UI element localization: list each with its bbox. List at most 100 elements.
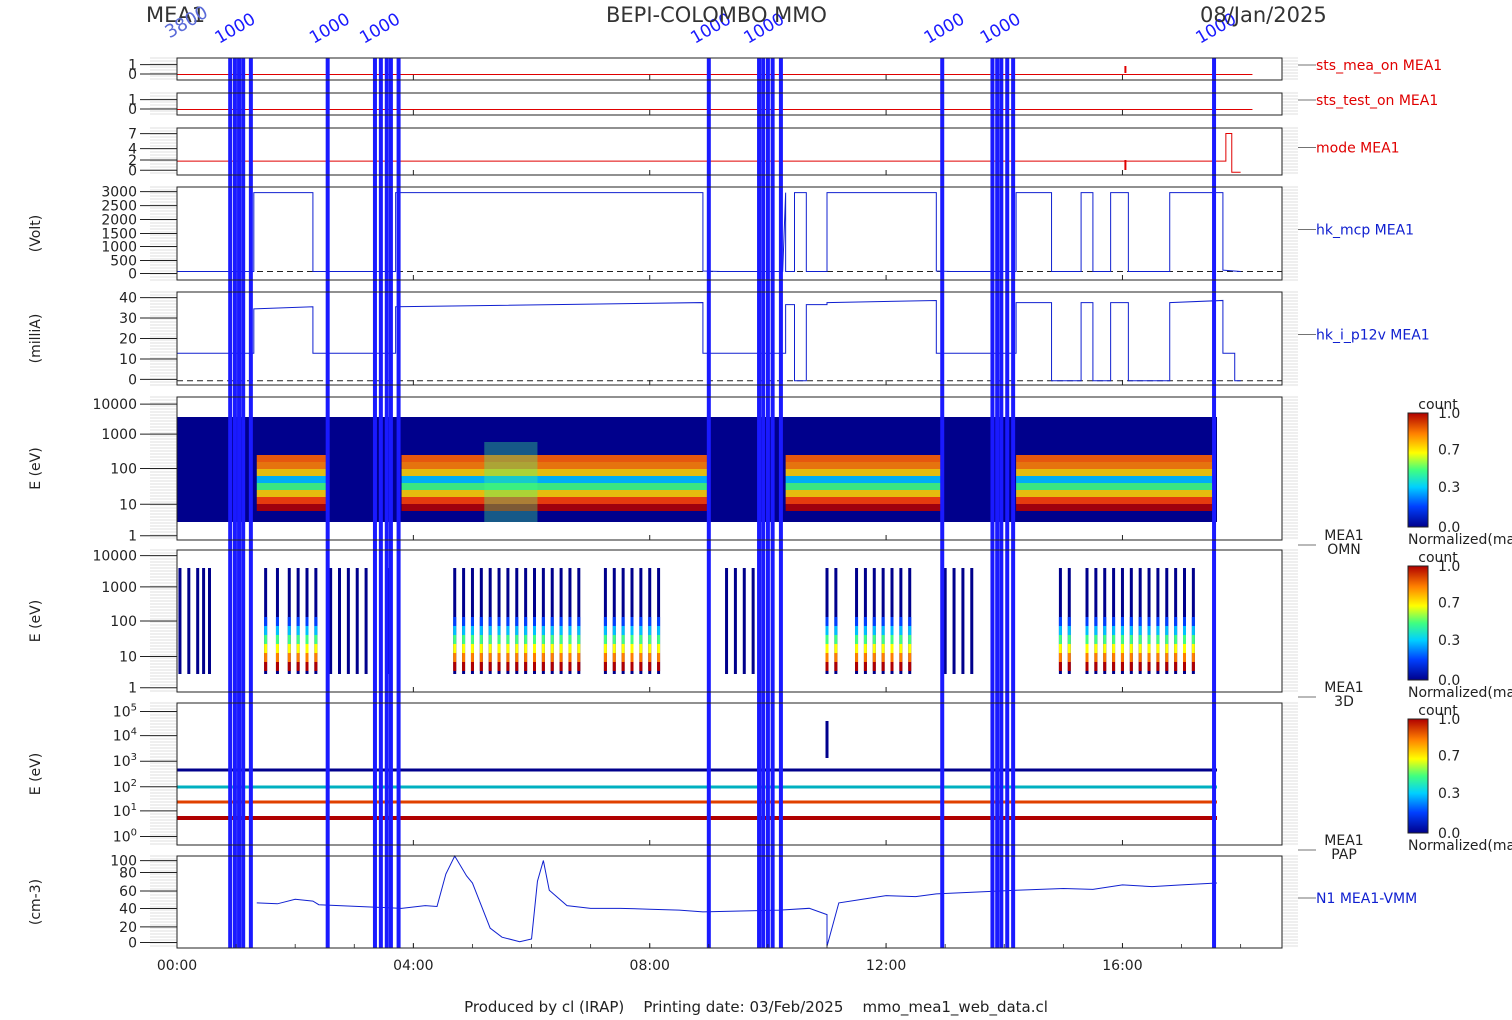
spectrum-cell bbox=[559, 653, 563, 662]
panel-frame bbox=[176, 549, 1283, 693]
event-marker bbox=[396, 58, 401, 948]
event-marker bbox=[757, 58, 762, 948]
spectrum-cell bbox=[890, 662, 894, 671]
colorbar-tick-label: 0.0 bbox=[1438, 520, 1460, 536]
spectrum-cell bbox=[515, 635, 519, 644]
spectrum-cell bbox=[1112, 653, 1116, 662]
spectrum-cell bbox=[863, 644, 867, 653]
spectrum-cell bbox=[1067, 635, 1071, 644]
spectrum-cell bbox=[1094, 653, 1098, 662]
spectrum-cell bbox=[872, 662, 876, 671]
spectrum-cell bbox=[1191, 617, 1195, 626]
spectrum-cell bbox=[541, 635, 545, 644]
spectrum-cell bbox=[648, 635, 652, 644]
spectrum-cell bbox=[863, 617, 867, 626]
spectrum-cell bbox=[1138, 662, 1142, 671]
spectrum-cell bbox=[1129, 617, 1133, 626]
spectrogram-band bbox=[401, 476, 709, 483]
spectrum-cell bbox=[1191, 653, 1195, 662]
spectrum-cell bbox=[275, 653, 279, 662]
spectrum-cell bbox=[899, 617, 903, 626]
x-tick-label: 12:00 bbox=[866, 958, 906, 974]
spectrum-cell bbox=[296, 653, 300, 662]
spectrum-cell bbox=[479, 662, 483, 671]
spectrogram-band bbox=[256, 497, 328, 504]
spectrum-cell bbox=[872, 644, 876, 653]
y-tick-label: 102 bbox=[113, 778, 137, 796]
spectrum-cell bbox=[872, 617, 876, 626]
footer-credits: Produced by cl (IRAP) Printing date: 03/… bbox=[464, 998, 1048, 1016]
spectrogram-band bbox=[401, 483, 709, 490]
spectrum-cell bbox=[541, 644, 545, 653]
event-marker bbox=[237, 58, 242, 948]
spectrum-cell bbox=[296, 617, 300, 626]
y-tick-label: 1000 bbox=[101, 240, 137, 256]
spectrum-cell bbox=[1085, 626, 1089, 635]
event-marker bbox=[995, 58, 1000, 948]
spectrum-cell bbox=[612, 662, 616, 671]
spectrum-cell bbox=[603, 662, 607, 671]
spectrum-cell bbox=[1183, 644, 1186, 653]
spectrum-cell bbox=[1138, 635, 1142, 644]
spectrogram-band bbox=[1016, 497, 1215, 504]
spectrogram-band bbox=[401, 497, 709, 504]
y-tick-label: 10 bbox=[119, 497, 137, 513]
spectrum-cell bbox=[515, 653, 519, 662]
y-tick-label: 80 bbox=[119, 866, 137, 882]
spectrum-cell bbox=[1165, 644, 1169, 653]
spectrum-column bbox=[178, 568, 182, 674]
panel-label-mode: 3D bbox=[1334, 694, 1354, 710]
spectrum-cell bbox=[550, 635, 554, 644]
spectrum-cell bbox=[621, 635, 625, 644]
spectrogram-band bbox=[401, 455, 709, 462]
spectrum-cell bbox=[462, 644, 466, 653]
spectrum-cell bbox=[1085, 635, 1089, 644]
spectrum-cell bbox=[506, 635, 510, 644]
spectrum-cell bbox=[899, 626, 903, 635]
event-marker bbox=[232, 58, 237, 948]
colorbar-tick-label: 0.3 bbox=[1438, 480, 1460, 496]
instrument-title: MEA1 bbox=[146, 3, 206, 27]
spectrum-cell bbox=[515, 626, 519, 635]
spectrum-cell bbox=[612, 653, 616, 662]
spectrum-cell bbox=[497, 617, 501, 626]
spectrum-cell bbox=[287, 617, 291, 626]
spectrogram-band bbox=[785, 455, 943, 462]
spectrum-cell bbox=[264, 617, 268, 626]
spectrum-cell bbox=[855, 626, 859, 635]
spectrum-cell bbox=[621, 662, 625, 671]
spectrum-column bbox=[751, 568, 755, 674]
spectrum-column bbox=[329, 568, 333, 674]
spectrum-cell bbox=[1191, 644, 1195, 653]
colorbar-tick-label: 0.3 bbox=[1438, 786, 1460, 802]
spectrum-cell bbox=[648, 644, 652, 653]
spectrum-cell bbox=[603, 617, 607, 626]
y-tick-label: 3000 bbox=[101, 185, 137, 201]
y-tick-label: 10000 bbox=[92, 397, 137, 413]
mission-title: BEPI-COLOMBO MMO bbox=[606, 3, 827, 27]
spectrum-cell bbox=[275, 617, 279, 626]
spectrogram-band bbox=[785, 497, 943, 504]
spectrum-cell bbox=[908, 626, 912, 635]
spectrum-cell bbox=[550, 617, 554, 626]
spectrogram-band bbox=[401, 469, 709, 476]
spectrum-cell bbox=[524, 617, 528, 626]
spectrum-cell bbox=[1120, 635, 1124, 644]
spectrum-cell bbox=[603, 635, 607, 644]
spectrum-cell bbox=[612, 635, 616, 644]
spectrum-cell bbox=[1147, 644, 1151, 653]
spectrum-cell bbox=[1058, 644, 1062, 653]
y-tick-label: 2500 bbox=[101, 199, 137, 215]
colorbar-label: Normalized(max) bbox=[1408, 532, 1512, 548]
spectrogram-band bbox=[256, 490, 328, 497]
spectrum-cell bbox=[550, 626, 554, 635]
event-marker bbox=[761, 58, 766, 948]
spectrum-cell bbox=[1183, 626, 1186, 635]
colorbar bbox=[1407, 718, 1429, 834]
spectrogram-band bbox=[785, 462, 943, 469]
spectrum-cell bbox=[559, 626, 563, 635]
spectrum-column bbox=[733, 568, 737, 674]
spectrum-cell bbox=[834, 626, 838, 635]
spectrum-cell bbox=[890, 635, 894, 644]
spectrum-cell bbox=[533, 635, 536, 644]
